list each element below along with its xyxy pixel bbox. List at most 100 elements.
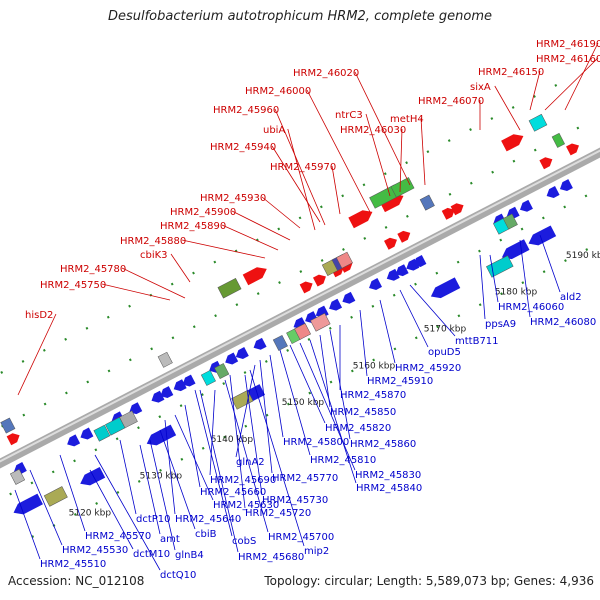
bottom-leader-line [119, 439, 137, 515]
bottom-gene-label: opuD5 [428, 347, 461, 358]
top-leader-line [544, 57, 599, 111]
top-gene-label: HRM2_46190 [536, 39, 600, 50]
forward-cds-arrow [384, 237, 397, 250]
outer-forward-arrow [501, 134, 524, 152]
top-gene-label: HRM2_45960 [213, 105, 279, 116]
outer-reverse-arrow-shape [501, 239, 530, 260]
bottom-leader-line [164, 419, 176, 515]
top-leader-line [181, 239, 266, 259]
top-gene-label: HRM2_46160 [536, 54, 600, 65]
bottom-gene-label: ald2 [560, 292, 582, 303]
reverse-cds-arrow [129, 402, 143, 415]
forward-cds-arrow-shape [299, 281, 313, 294]
feature-box-shape [336, 251, 353, 269]
bottom-gene-label: glnB4 [175, 550, 204, 561]
bottom-gene-label: glnA2 [236, 457, 265, 468]
reverse-cds-arrow-shape [182, 374, 196, 387]
reverse-cds-arrow [329, 298, 343, 311]
bottom-gene-label: HRM2_45730 [262, 495, 328, 506]
reverse-cds-arrow-shape [253, 337, 267, 350]
top-leader-line [365, 113, 391, 197]
feature-box [93, 424, 111, 442]
feature-box [272, 334, 288, 351]
bottom-gene-label: HRM2_45840 [356, 483, 422, 494]
bottom-gene-label: ppsA9 [485, 319, 516, 330]
outer-reverse-arrow [146, 424, 177, 446]
forward-cds-arrow-shape [441, 207, 455, 220]
feature-box [43, 486, 68, 507]
outer-forward-arrow [242, 267, 267, 286]
reverse-cds-arrow [559, 179, 573, 192]
reverse-cds-arrow [173, 379, 187, 392]
feature-box [157, 351, 173, 368]
bottom-leader-line [199, 389, 239, 553]
map-title: Desulfobacterium autotrophicum HRM2, com… [107, 9, 493, 24]
top-gene-label: HRM2_45930 [200, 193, 266, 204]
feature-box [528, 113, 548, 132]
reverse-cds-arrow-shape [386, 268, 400, 281]
feature-box-shape [310, 312, 331, 332]
reverse-cds-arrow-shape [413, 255, 427, 267]
bottom-gene-label: HRM2_45770 [272, 473, 338, 484]
top-gene-label: HRM2_45940 [210, 142, 276, 153]
top-leader-line [17, 313, 57, 396]
bottom-gene-label: HRM2_45800 [283, 437, 349, 448]
bottom-gene-label: HRM2_45860 [350, 439, 416, 450]
bottom-gene-label: mttB711 [455, 336, 499, 347]
top-leader-line [331, 165, 341, 215]
feature-box-shape [294, 323, 312, 340]
forward-cds-arrow-shape [539, 157, 553, 170]
bottom-gene-label: dctQ10 [160, 570, 196, 581]
bottom-gene-label: HRM2_45680 [238, 552, 304, 563]
feature-box-shape [272, 334, 288, 351]
feature-box [502, 213, 518, 230]
bottom-leader-line [224, 379, 269, 533]
reverse-cds-arrow [395, 264, 409, 277]
forward-cds-arrow-shape [450, 203, 464, 216]
outer-reverse-arrow [501, 239, 530, 260]
top-gene-label: HRM2_46030 [340, 125, 406, 136]
top-leader-line [231, 210, 291, 241]
top-gene-label: HRM2_45880 [120, 236, 186, 247]
outer-reverse-arrow-shape [13, 493, 43, 515]
bottom-leader-line [309, 339, 357, 484]
bottom-gene-label: HRM2_45530 [62, 545, 128, 556]
bottom-leader-line [399, 289, 429, 348]
bottom-leader-line [94, 454, 161, 571]
outer-reverse-arrow-shape [430, 277, 461, 299]
feature-box-shape [9, 468, 26, 485]
top-gene-label: HRM2_45970 [270, 162, 336, 173]
bottom-leader-line [249, 369, 305, 547]
reverse-cds-arrow-shape [519, 199, 533, 212]
forward-cds-arrow [312, 274, 326, 287]
feature-box-shape [419, 194, 435, 211]
bottom-gene-label: HRM2_45720 [245, 508, 311, 519]
feature-box [200, 369, 216, 386]
feature-box-shape [551, 132, 566, 148]
top-leader-line [121, 267, 186, 299]
outer-reverse-arrow [13, 493, 43, 515]
reverse-cds-arrow-shape [160, 386, 174, 399]
top-gene-label: HRM2_46150 [478, 67, 544, 78]
reverse-cds-arrow [225, 352, 239, 365]
feature-box [0, 417, 16, 434]
top-leader-line [529, 70, 541, 111]
top-leader-line [261, 196, 301, 229]
top-gene-label: ntrC3 [335, 110, 363, 121]
bottom-leader-line [489, 254, 499, 303]
top-gene-label: HRM2_46070 [418, 96, 484, 107]
reverse-cds-arrow [80, 427, 94, 440]
bottom-gene-label: HRM2_45910 [367, 376, 433, 387]
top-leader-line [271, 145, 321, 223]
top-leader-line [354, 71, 411, 186]
bottom-gene-label: HRM2_45820 [325, 423, 391, 434]
forward-cds-arrow [397, 230, 411, 243]
scale-label: 5180 kbp [495, 288, 538, 298]
feature-box [294, 323, 312, 340]
forward-cds-arrow [441, 207, 455, 220]
outer-reverse-arrow [528, 225, 557, 246]
top-leader-line [306, 89, 371, 213]
bottom-leader-line [319, 334, 331, 408]
bottom-gene-label: HRM2_45920 [395, 363, 461, 374]
